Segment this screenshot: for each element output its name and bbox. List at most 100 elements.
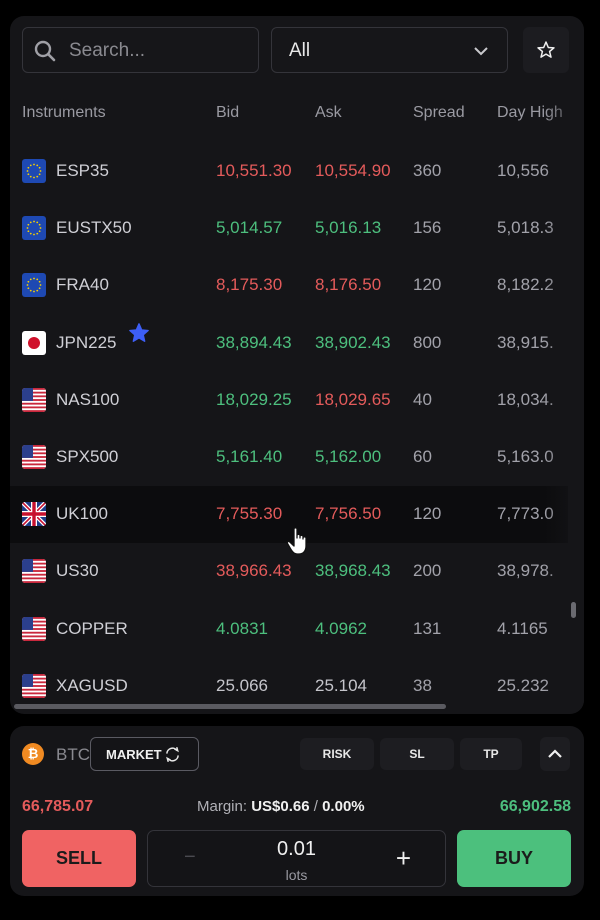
uk-flag-icon [22,502,46,527]
bitcoin-icon: ₿ [22,743,44,765]
instrument-symbol: ESP35 [56,161,109,180]
bid-price: 38,966.43 [216,561,292,581]
day-high-value: 38,915. [497,332,554,352]
favorite-star-icon[interactable] [128,322,150,344]
bid-price: 38,894.43 [216,332,292,352]
day-high-value: 18,034. [497,389,554,409]
margin-value: US$0.66 [251,798,310,815]
table-row[interactable]: UK100 7,755.30 7,756.50 120 7,773.0 [10,486,568,544]
lots-stepper[interactable]: − 0.01 lots + [147,830,446,887]
column-header-spread[interactable]: Spread [413,104,465,121]
buy-price: 66,902.58 [499,798,571,815]
margin-separator: / [313,798,318,815]
ask-price: 8,176.50 [315,275,382,295]
table-row[interactable]: XAGUSD 25.066 25.104 38 25.232 [10,658,584,714]
category-filter-value: All [289,40,311,61]
table-row[interactable]: US30 38,966.43 38,968.43 200 38,978. [10,543,584,600]
instrument-symbol: US30 [56,561,99,581]
spread-value: 156 [413,218,442,238]
spread-value: 120 [413,275,442,295]
lots-unit-label: lots [285,867,308,883]
sell-button[interactable]: SELL [22,830,136,887]
favorites-button[interactable] [523,27,569,73]
ask-price: 25.104 [315,675,367,695]
instrument-symbol: JPN225 [56,332,117,352]
search-box[interactable]: Search... [22,27,259,73]
table-row[interactable]: ESP35 10,551.30 10,554.90 360 10,556 [10,143,584,200]
day-high-value: 38,978. [497,561,554,581]
eu-flag-icon [22,273,46,298]
order-type-label: MARKET [106,747,162,762]
bid-price: 25.066 [216,675,268,695]
buy-button[interactable]: BUY [457,830,571,887]
instrument-symbol: NAS100 [56,389,120,409]
column-header-ask[interactable]: Ask [315,104,342,121]
day-high-value: 5,018.3 [497,218,554,238]
eu-flag-icon [22,216,46,241]
spread-value: 60 [413,447,432,466]
column-header-bid[interactable]: Bid [216,104,240,121]
decrease-lots-button[interactable]: − [184,846,196,868]
risk-button[interactable]: RISK [300,738,374,770]
cycle-icon [166,747,179,762]
instruments-panel: Search... All Instruments Bid Ask Spread… [10,16,584,714]
us-flag-icon [22,673,46,698]
stop-loss-button[interactable]: SL [380,738,454,770]
category-filter-select[interactable]: All [271,27,508,73]
chevron-down-icon [474,47,488,56]
bid-price: 10,551.30 [216,161,292,180]
horizontal-scrollbar[interactable] [14,704,446,709]
search-icon [34,40,56,62]
table-row[interactable]: COPPER 4.0831 4.0962 131 4.1165 [10,601,584,658]
expand-ticket-button[interactable] [540,737,570,771]
spread-value: 800 [413,332,442,352]
ask-price: 38,902.43 [315,332,391,352]
search-input[interactable]: Search... [69,40,146,61]
table-row[interactable]: JPN225 38,894.43 38,902.43 800 38,915. [10,315,584,372]
day-high-value: 4.1165 [497,618,548,638]
take-profit-button[interactable]: TP [460,738,522,770]
us-flag-icon [22,616,46,641]
margin-percent: 0.00% [322,798,365,815]
ask-price: 38,968.43 [315,561,391,581]
ask-price: 10,554.90 [315,161,391,180]
order-type-button[interactable]: MARKET [90,737,199,771]
star-icon [537,41,555,58]
day-high-value: 10,556 [497,161,549,180]
increase-lots-button[interactable]: + [395,843,411,873]
hand-cursor-icon [286,527,307,555]
spread-value: 360 [413,161,442,180]
spread-value: 120 [413,504,442,524]
margin-info: Margin: US$0.66 / 0.00% [197,798,365,815]
margin-label: Margin: [197,798,248,815]
lots-value[interactable]: 0.01 [277,838,316,860]
column-header-instruments[interactable]: Instruments [22,104,106,121]
ask-price: 5,162.00 [315,447,382,466]
ask-price: 18,029.65 [315,389,391,409]
spread-value: 200 [413,561,442,581]
table-row[interactable]: FRA40 8,175.30 8,176.50 120 8,182.2 [10,257,584,314]
day-high-value: 5,163.0 [497,447,554,466]
us-flag-icon [22,559,46,584]
vertical-scrollbar[interactable] [571,602,576,618]
ask-price: 5,016.13 [315,218,382,238]
ask-price: 7,756.50 [315,504,382,524]
ask-price: 4.0962 [315,618,367,638]
trade-ticket: ₿ BTC MARKET RISK SL TP 66,785.07 Margin… [10,726,584,896]
table-header: Instruments Bid Ask Spread Day High [10,104,584,126]
jp-flag-icon [22,330,46,355]
bid-price: 7,755.30 [216,504,283,524]
table-row[interactable]: EUSTX50 5,014.57 5,016.13 156 5,018.3 [10,200,584,257]
sell-price: 66,785.07 [22,798,94,815]
us-flag-icon [22,445,46,469]
day-high-value: 7,773.0 [497,504,554,524]
instrument-symbol: FRA40 [56,275,109,295]
bid-price: 4.0831 [216,618,268,638]
chevron-up-icon [548,749,562,758]
instrument-symbol: COPPER [56,618,128,638]
instrument-symbol: UK100 [56,504,108,524]
table-row[interactable]: SPX500 5,161.40 5,162.00 60 5,163.0 [10,429,584,486]
table-row[interactable]: NAS100 18,029.25 18,029.65 40 18,034. [10,372,584,429]
instrument-symbol: SPX500 [56,447,119,466]
instrument-symbol: XAGUSD [56,675,128,695]
